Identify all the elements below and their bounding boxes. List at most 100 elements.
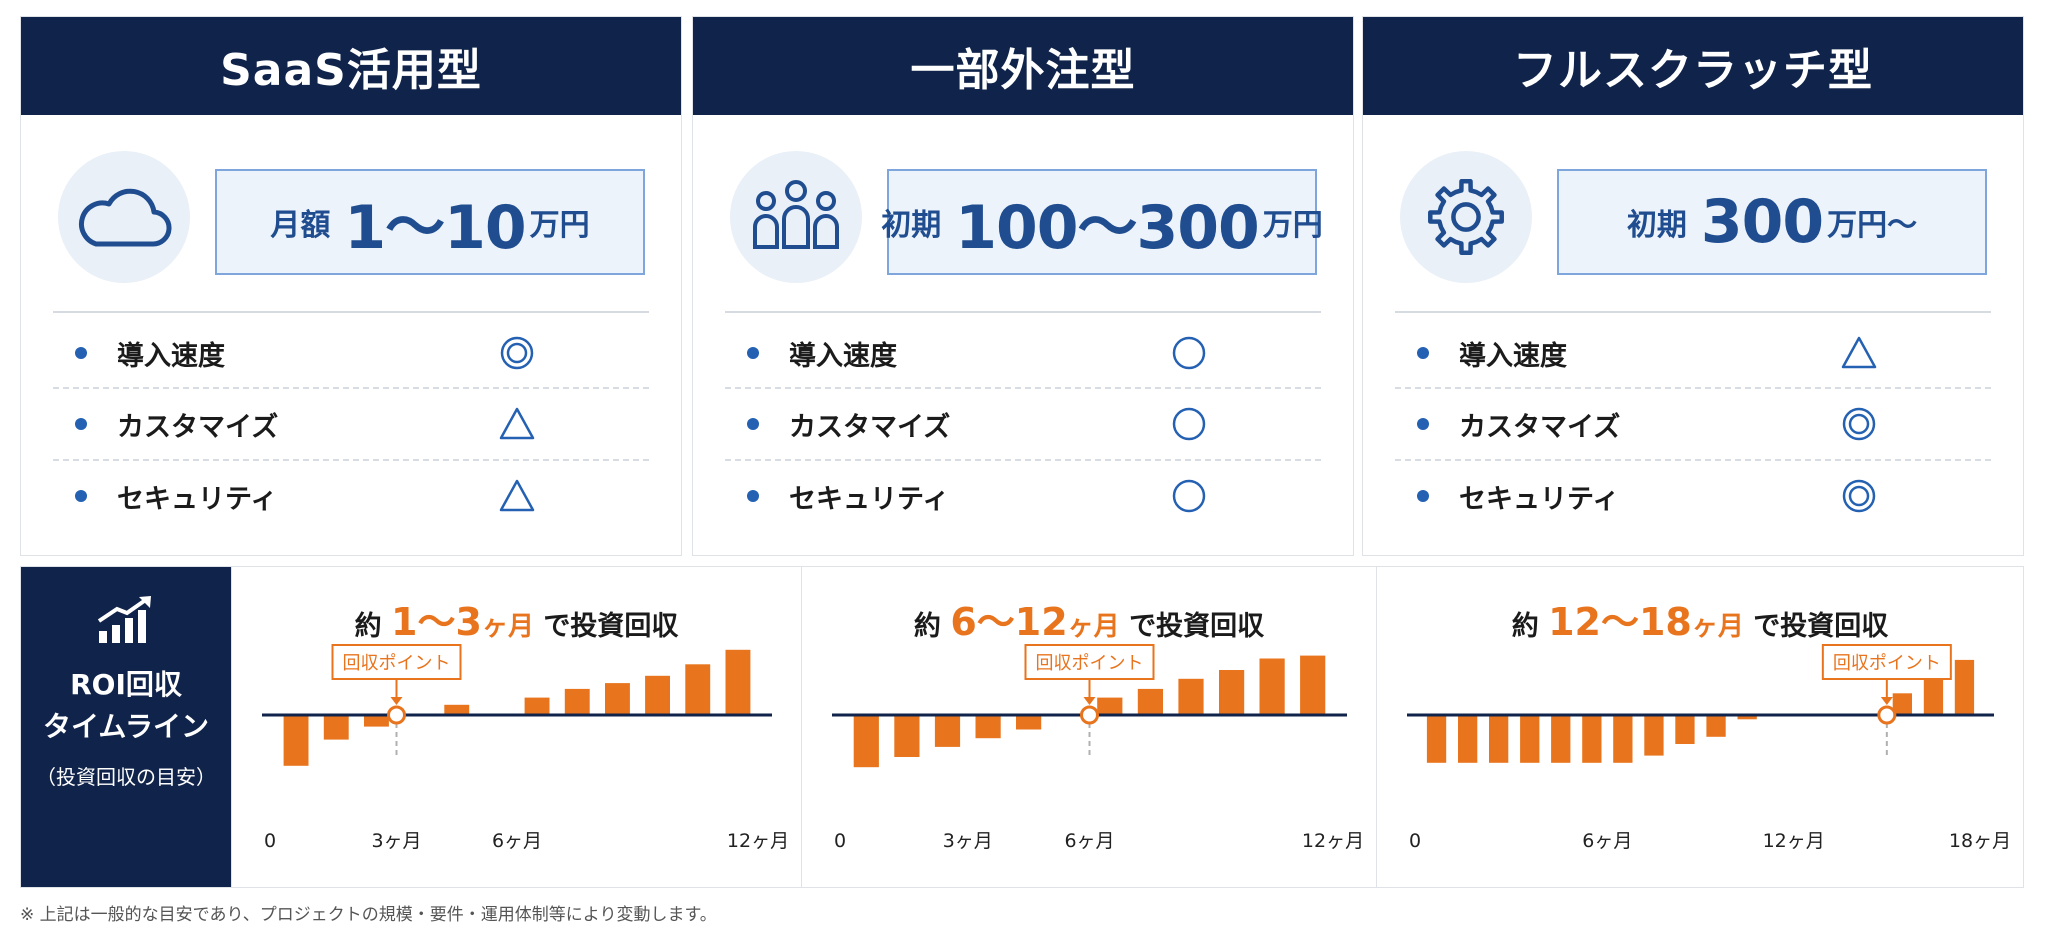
feature-label: カスタマイズ	[789, 411, 951, 443]
price-prefix: 月額	[270, 208, 331, 243]
roi-heading-note: （投資回収の目安）	[36, 765, 216, 789]
rating-shape	[1172, 336, 1206, 370]
price-number: 1～10	[344, 192, 526, 263]
plan-card-full-scratch: フルスクラッチ型 初期 300 万円～ 導入速度 △ カスタマイズ ◎ セキュリ…	[1362, 16, 2024, 556]
feature-row: 導入速度 ○	[725, 317, 1321, 389]
roi-bar	[894, 715, 920, 757]
roi-bar	[444, 704, 470, 715]
title-range: 6～12	[950, 600, 1068, 644]
x-tick-label: 3ヶ月	[371, 830, 421, 852]
feature-row: カスタマイズ △	[53, 387, 649, 459]
bullet-icon	[1417, 347, 1429, 359]
feature-label: 導入速度	[789, 340, 897, 372]
roi-panel-title: 約 12～18ヶ月 で投資回収	[1377, 591, 2023, 646]
payback-point	[1080, 705, 1099, 725]
roi-panel-scratch: 約 12～18ヶ月 で投資回収 回収ポイント 0 6ヶ月 12ヶ月 18ヶ月	[1376, 567, 2023, 887]
price-number: 100～300	[955, 192, 1259, 263]
roi-bar	[1016, 715, 1042, 730]
roi-bar	[1178, 678, 1204, 716]
roi-bar	[1582, 715, 1602, 763]
feature-row: 導入速度 ◎	[53, 317, 649, 389]
rating-shape	[1842, 407, 1876, 441]
roi-panel-partial: 約 6～12ヶ月 で投資回収 回収ポイント 0 3ヶ月 6ヶ月 12ヶ月	[801, 567, 1376, 887]
title-post: で投資回収	[1129, 611, 1265, 642]
price-box: 初期 300 万円～	[1557, 169, 1987, 275]
rating-shape	[1172, 479, 1206, 513]
double-circle-icon: ◎	[1829, 404, 1889, 444]
bullet-icon	[747, 418, 759, 430]
title-unit: ヶ月	[481, 612, 534, 642]
title-unit: ヶ月	[1691, 612, 1744, 642]
feature-label: カスタマイズ	[1459, 411, 1621, 443]
rating-shape	[500, 336, 534, 370]
roi-chart: 回収ポイント 0 3ヶ月 6ヶ月 12ヶ月	[262, 644, 789, 852]
roi-bar	[323, 715, 349, 740]
roi-bar	[1219, 670, 1245, 715]
roi-bar	[1706, 715, 1726, 737]
feature-label: 導入速度	[117, 340, 225, 372]
bullet-icon	[75, 418, 87, 430]
bullet-icon	[747, 347, 759, 359]
price-prefix: 初期	[1626, 208, 1687, 243]
roi-bar	[934, 715, 961, 747]
title-range: 1～3	[391, 600, 482, 644]
x-tick-label: 6ヶ月	[1582, 830, 1632, 852]
title-pre: 約	[913, 611, 941, 642]
feature-row: セキュリティ ○	[725, 459, 1321, 531]
roi-chart: 回収ポイント 0 3ヶ月 6ヶ月 12ヶ月	[832, 644, 1364, 852]
feature-label: セキュリティ	[1459, 483, 1620, 515]
rating-shape	[499, 479, 535, 512]
roi-bar	[1097, 697, 1123, 715]
x-tick-label: 0	[834, 830, 846, 852]
price-box: 月額 1～10 万円	[215, 169, 645, 275]
roi-bar	[1489, 715, 1509, 763]
roi-bar	[725, 649, 751, 716]
x-tick-label: 18ヶ月	[1949, 830, 2011, 852]
triangle-icon: △	[487, 404, 547, 444]
bullet-icon	[1417, 418, 1429, 430]
roi-bar	[1737, 715, 1757, 720]
bullet-icon	[1417, 490, 1429, 502]
roi-bar	[1458, 715, 1478, 763]
growth-chart-icon	[97, 596, 151, 643]
feature-row: セキュリティ △	[53, 459, 649, 531]
roi-bar	[1644, 715, 1664, 756]
roi-panel-title: 約 6～12ヶ月 で投資回収	[802, 591, 1376, 646]
payback-callout-label: 回収ポイント	[343, 653, 451, 674]
x-tick-label: 0	[264, 830, 276, 852]
x-tick-label: 6ヶ月	[1064, 830, 1114, 852]
price-suffix: 万円～	[1827, 208, 1918, 243]
roi-bar	[1520, 715, 1540, 763]
roi-bar	[1259, 658, 1285, 715]
price-box: 初期 100～300 万円	[881, 169, 1323, 275]
x-tick-label: 6ヶ月	[492, 830, 542, 852]
roi-panel-saas: 約 1～3ヶ月 で投資回収 回収ポイント 0 3ヶ月 6ヶ月 12ヶ月	[231, 567, 801, 887]
roi-bar	[1426, 715, 1447, 763]
roi-bar	[564, 688, 590, 715]
rating-shape	[1172, 407, 1206, 441]
footnote: ※ 上記は一般的な目安であり、プロジェクトの規模・要件・運用体制等により変動しま…	[20, 905, 717, 925]
plan-title: SaaS活用型	[21, 17, 681, 115]
x-tick-label: 12ヶ月	[1763, 830, 1825, 852]
roi-heading: ROI回収 タイムライン （投資回収の目安）	[21, 567, 231, 887]
callout-arrow	[1083, 697, 1096, 705]
title-pre: 約	[1511, 611, 1539, 642]
plan-card-partial-outsource: 一部外注型 初期 100～300 万円 導入速度 ○ カスタマイズ ○ セキュリ…	[692, 16, 1354, 556]
roi-bar	[645, 675, 670, 715]
feature-row: カスタマイズ ◎	[1395, 387, 1991, 459]
bullet-icon	[75, 490, 87, 502]
divider	[53, 311, 649, 313]
price-suffix: 万円	[529, 208, 590, 243]
roi-bar	[975, 715, 1001, 739]
feature-label: セキュリティ	[117, 483, 278, 515]
roi-bar	[1923, 678, 1944, 716]
payback-callout-label: 回収ポイント	[1036, 653, 1144, 674]
x-tick-label: 12ヶ月	[727, 830, 789, 852]
title-unit: ヶ月	[1067, 612, 1120, 642]
roi-bar	[1300, 655, 1326, 715]
divider	[1395, 311, 1991, 313]
roi-bar	[1954, 659, 1975, 715]
circle-icon: ○	[1159, 333, 1219, 373]
title-pre: 約	[354, 611, 382, 642]
cloud-icon	[58, 151, 190, 283]
